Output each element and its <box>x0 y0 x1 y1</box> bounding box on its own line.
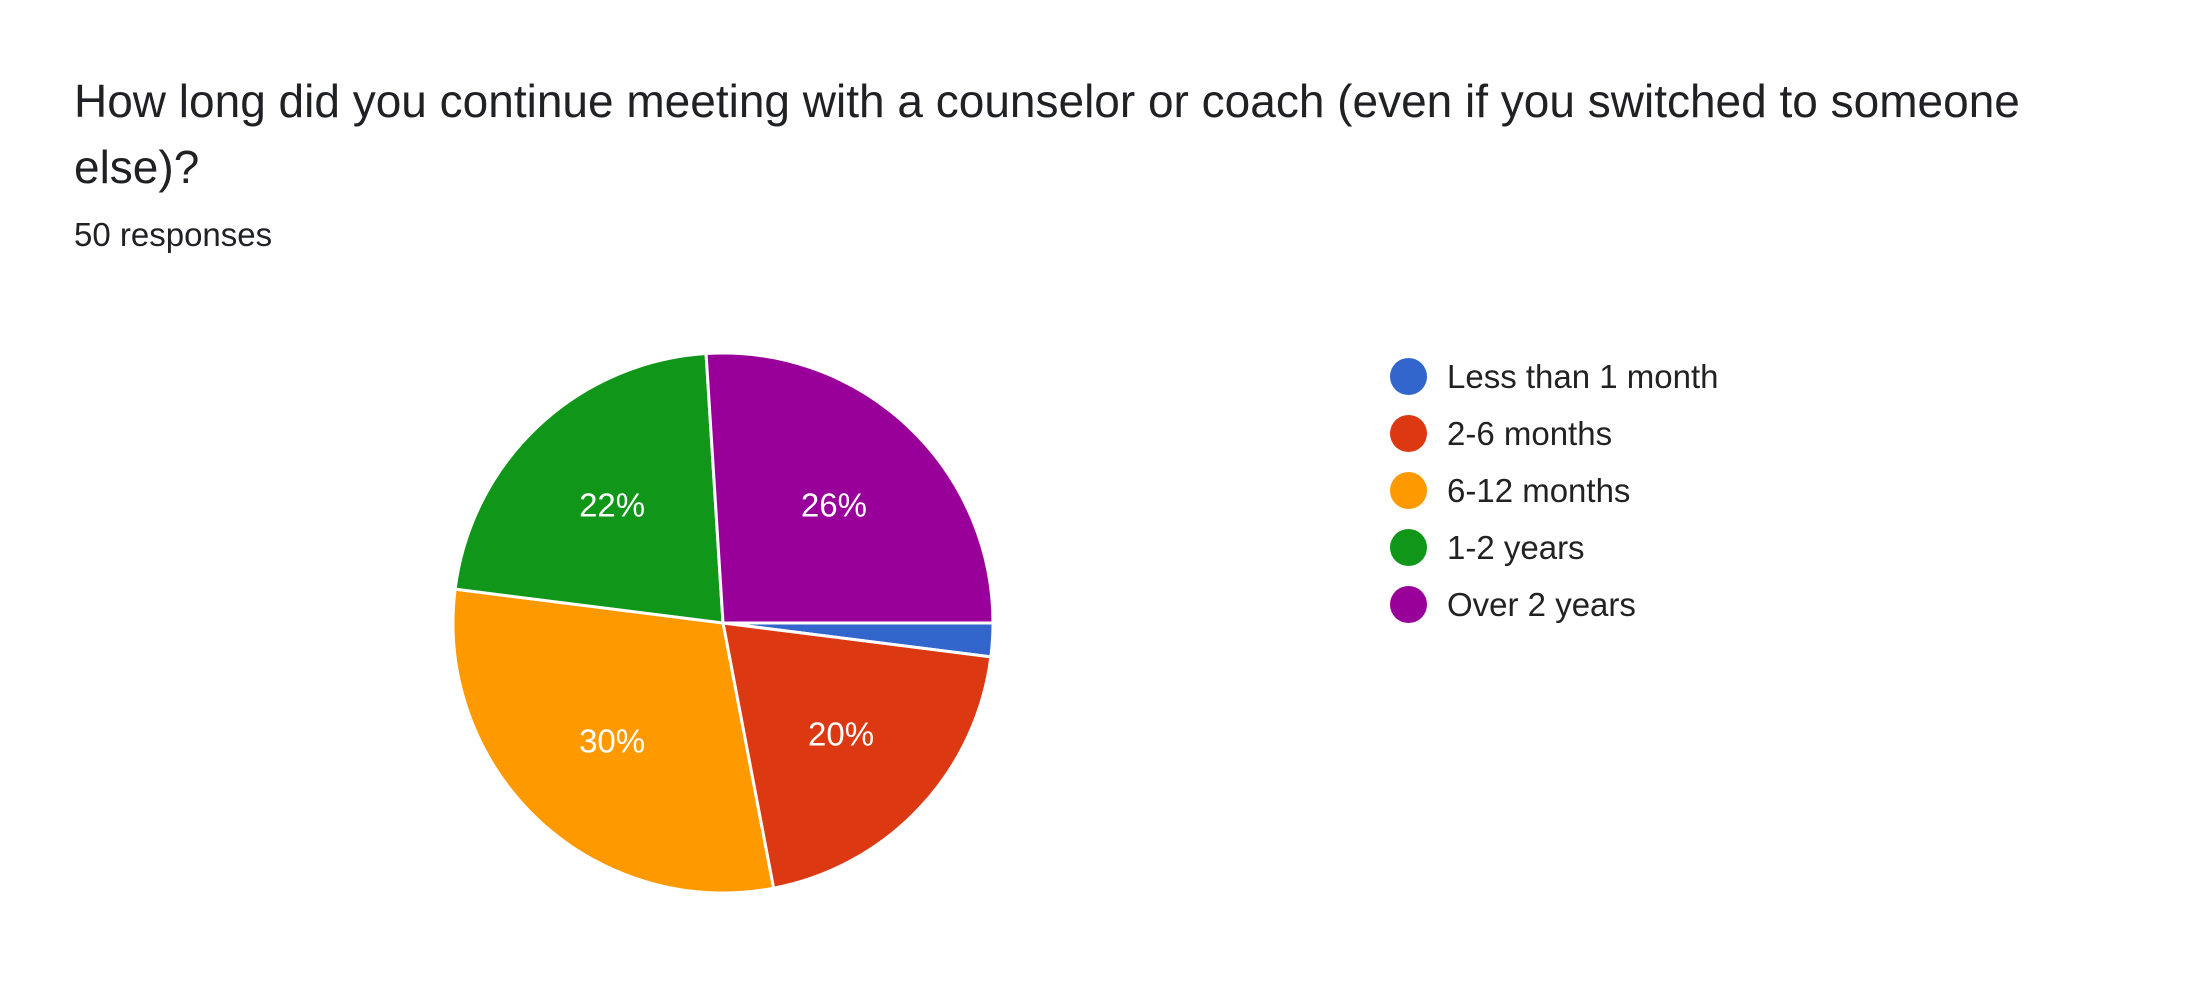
legend-swatch-icon <box>1390 415 1427 452</box>
question-title: How long did you continue meeting with a… <box>74 75 2020 193</box>
slice-label-6-12-months: 30% <box>579 723 645 760</box>
legend-item-2-6-months: 2-6 months <box>1390 405 1719 462</box>
legend-item-less-than-1-month: Less than 1 month <box>1390 348 1719 405</box>
legend-swatch-icon <box>1390 586 1427 623</box>
legend-label: Over 2 years <box>1447 585 1636 623</box>
slice-label-2-6-months: 20% <box>808 715 874 752</box>
slice-label-1-2-years: 22% <box>579 486 645 523</box>
pie-slice-1-2-years <box>453 352 725 625</box>
legend-swatch-icon <box>1390 358 1427 395</box>
legend-swatch-icon <box>1390 472 1427 509</box>
pie-slices <box>451 351 995 895</box>
pie-slice-labels: 20% 30% 22% 26% <box>579 486 874 759</box>
pie-slice-over-2-years <box>704 351 995 625</box>
pie-slice-2-6-months <box>721 621 993 890</box>
pie-slice-6-12-months <box>451 587 776 895</box>
legend-item-1-2-years: 1-2 years <box>1390 519 1719 576</box>
legend-label: Less than 1 month <box>1447 357 1719 395</box>
slice-label-over-2-years: 26% <box>801 486 867 523</box>
legend-item-over-2-years: Over 2 years <box>1390 576 1719 633</box>
chart-legend: Less than 1 month 2-6 months 6-12 months 1-… <box>1390 348 1719 633</box>
response-count: 50 responses <box>74 216 273 253</box>
legend-label: 2-6 months <box>1447 414 1613 452</box>
legend-item-6-12-months: 6-12 months <box>1390 462 1719 519</box>
legend-label: 1-2 years <box>1447 528 1585 566</box>
legend-label: 6-12 months <box>1447 471 1631 509</box>
legend-swatch-icon <box>1390 529 1427 566</box>
